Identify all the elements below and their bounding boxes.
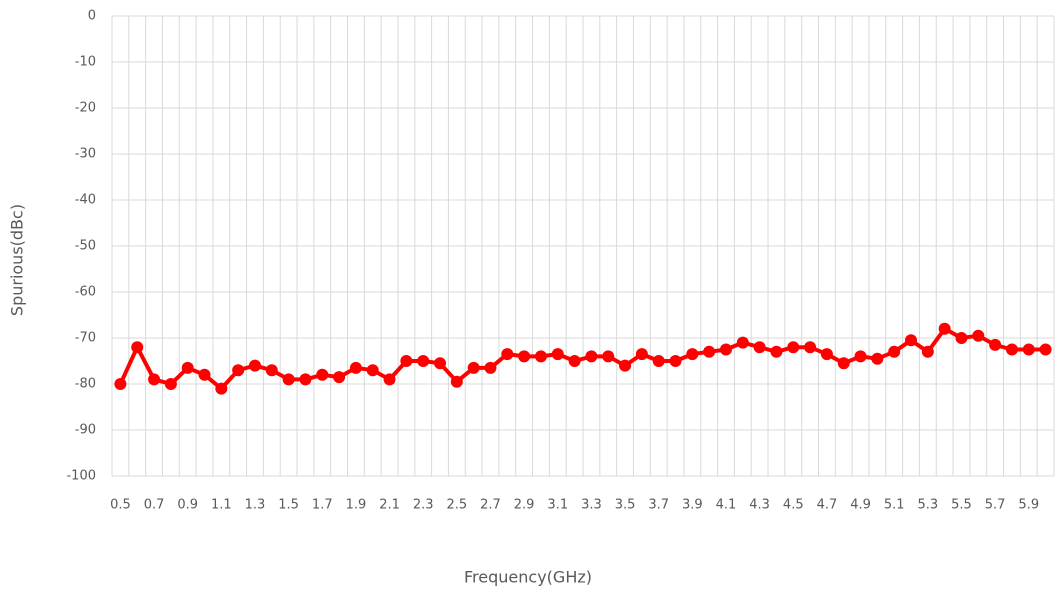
- data-point: [366, 364, 379, 377]
- data-point: [1005, 343, 1018, 356]
- x-tick-label: 0.9: [177, 498, 198, 513]
- data-point: [551, 348, 564, 361]
- data-point: [686, 348, 699, 361]
- data-point: [602, 350, 615, 363]
- x-tick-label: 2.5: [446, 498, 467, 513]
- data-point: [837, 357, 850, 370]
- data-point: [787, 341, 800, 354]
- x-tick-label: 3.9: [682, 498, 703, 513]
- data-point: [215, 382, 228, 395]
- x-tick-label: 2.9: [514, 498, 535, 513]
- data-point: [164, 378, 177, 390]
- data-point: [434, 357, 447, 370]
- x-tick-label: 1.5: [278, 498, 299, 513]
- y-tick-label: -60: [75, 285, 96, 300]
- x-tick-label: 4.9: [850, 498, 871, 513]
- x-tick-label: 1.1: [211, 498, 232, 513]
- data-point: [131, 341, 144, 354]
- data-point: [804, 341, 817, 354]
- data-point: [770, 345, 783, 358]
- data-point: [568, 355, 581, 367]
- x-tick-label: 5.5: [951, 498, 972, 513]
- data-point: [265, 364, 278, 377]
- x-tick-label: 4.1: [716, 498, 737, 513]
- data-point: [198, 368, 211, 381]
- x-tick-label: 5.3: [917, 498, 938, 513]
- data-point: [719, 343, 732, 356]
- data-point: [417, 355, 430, 367]
- data-point: [820, 348, 833, 361]
- y-tick-label: -10: [75, 55, 96, 70]
- data-point: [905, 334, 918, 347]
- y-tick-label: -40: [75, 193, 96, 208]
- data-point: [955, 332, 968, 344]
- data-point: [534, 350, 547, 363]
- data-point: [484, 361, 497, 374]
- data-point: [467, 361, 480, 374]
- y-tick-label: -80: [75, 377, 96, 392]
- data-point: [383, 373, 396, 386]
- x-tick-label: 3.5: [615, 498, 636, 513]
- data-point: [972, 329, 985, 342]
- x-axis-title: Frequency(GHz): [464, 568, 592, 587]
- y-tick-label: -50: [75, 239, 96, 254]
- data-point: [1022, 343, 1035, 356]
- data-point: [585, 350, 598, 363]
- data-point: [114, 378, 127, 390]
- data-point: [669, 355, 682, 367]
- x-tick-label: 3.3: [581, 498, 602, 513]
- data-point: [938, 322, 951, 335]
- x-tick-label: 2.1: [379, 498, 400, 513]
- x-tick-label: 4.5: [783, 498, 804, 513]
- data-point: [501, 348, 514, 361]
- y-tick-label: -90: [75, 423, 96, 438]
- x-tick-label: 3.1: [547, 498, 568, 513]
- x-tick-label: 1.9: [346, 498, 367, 513]
- data-point: [518, 350, 531, 363]
- data-point: [888, 345, 901, 358]
- data-point: [854, 350, 867, 363]
- data-point: [248, 359, 261, 372]
- data-point: [652, 355, 665, 367]
- data-point: [921, 345, 934, 358]
- x-tick-label: 0.7: [144, 498, 165, 513]
- x-tick-label: 2.3: [413, 498, 434, 513]
- y-axis-title: Spurious(dBc): [8, 204, 27, 316]
- x-tick-label: 4.3: [749, 498, 770, 513]
- data-point: [635, 348, 648, 361]
- x-tick-label: 1.7: [312, 498, 333, 513]
- x-tick-label: 5.7: [985, 498, 1006, 513]
- y-tick-label: -30: [75, 147, 96, 162]
- data-point: [333, 371, 346, 384]
- x-tick-label: 1.3: [245, 498, 266, 513]
- data-point: [232, 364, 245, 377]
- data-point: [282, 373, 295, 386]
- data-point: [736, 336, 749, 349]
- data-point: [299, 373, 312, 386]
- x-tick-label: 0.5: [110, 498, 131, 513]
- data-point: [989, 338, 1002, 351]
- y-tick-label: -20: [75, 101, 96, 116]
- x-tick-label: 5.1: [884, 498, 905, 513]
- data-point: [349, 361, 362, 374]
- x-tick-label: 5.9: [1018, 498, 1039, 513]
- data-point: [703, 345, 716, 358]
- x-tick-label: 4.7: [817, 498, 838, 513]
- data-point: [753, 341, 766, 354]
- data-point: [871, 352, 884, 365]
- x-tick-label: 2.7: [480, 498, 501, 513]
- y-tick-label: 0: [88, 9, 96, 24]
- x-tick-label: 3.7: [648, 498, 669, 513]
- data-point: [1039, 343, 1052, 356]
- y-tick-label: -100: [66, 469, 96, 484]
- data-point: [181, 361, 194, 374]
- data-point: [619, 359, 632, 372]
- data-point: [400, 355, 413, 367]
- data-point: [316, 368, 329, 381]
- data-point: [450, 375, 463, 388]
- data-point: [148, 373, 161, 386]
- y-tick-label: -70: [75, 331, 96, 346]
